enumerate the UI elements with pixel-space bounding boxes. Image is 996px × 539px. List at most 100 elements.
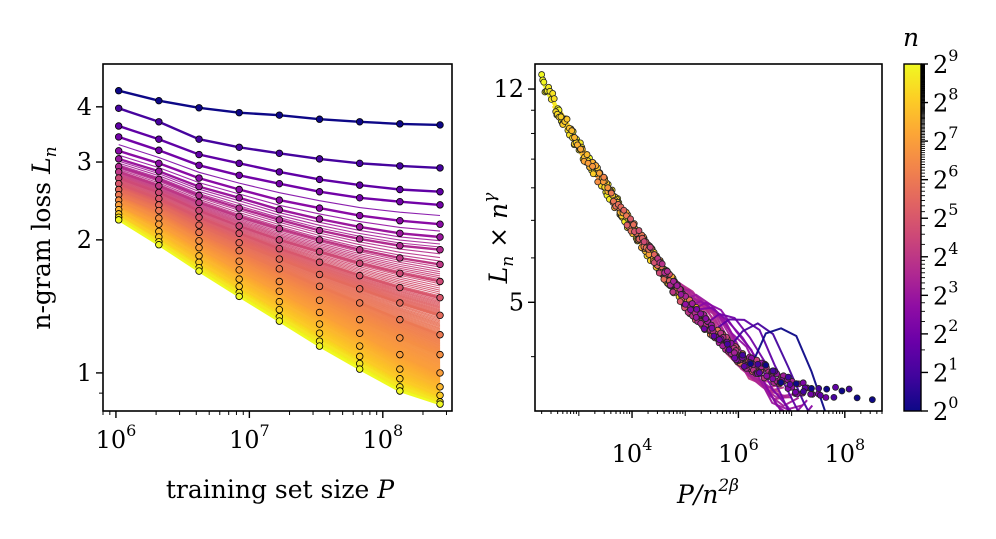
left-y-tick-label: 4 [77, 93, 92, 121]
colorbar-tick-label: 25 [933, 200, 958, 233]
right-data-point [563, 115, 571, 123]
left-y-tick-label: 1 [77, 359, 92, 387]
right-data-point [571, 134, 578, 141]
left-data-point [355, 235, 364, 243]
left-data-point [275, 111, 284, 119]
left-data-point [114, 122, 123, 130]
left-data-point [355, 365, 364, 373]
right-data-point [635, 227, 643, 234]
left-data-point [436, 233, 444, 241]
left-data-point [436, 121, 444, 129]
left-data-point [355, 299, 364, 307]
right-data-point [687, 306, 695, 314]
right-data-point [538, 71, 546, 78]
left-data-point [155, 214, 163, 222]
left-data-point [315, 226, 324, 235]
right-data-point [677, 291, 685, 298]
right-data-point [623, 221, 631, 229]
right-data-point [595, 169, 603, 177]
left-data-point [275, 224, 284, 233]
left-data-point [275, 216, 284, 224]
right-data-point [594, 178, 602, 186]
left-data-point [195, 244, 203, 252]
right-data-point [823, 385, 831, 393]
left-data-point [195, 174, 203, 182]
right-data-point [630, 221, 637, 229]
left-data-point [315, 270, 324, 279]
right-data-point [786, 380, 794, 388]
left-data-point [355, 329, 364, 337]
right-data-point [589, 162, 596, 170]
left-data-point [195, 198, 203, 207]
colorbar-tick-label: 27 [933, 123, 958, 156]
left-data-point [315, 329, 324, 337]
right-data-point [568, 127, 576, 135]
left-data-point [275, 196, 284, 204]
left-data-point [235, 266, 243, 274]
left-data-point [235, 143, 243, 151]
left-x-tick-label: 107 [229, 421, 270, 454]
colorbar-tick-label: 22 [933, 316, 958, 349]
right-data-point [762, 361, 770, 369]
left-data-point [155, 194, 163, 203]
left-data-point [315, 248, 324, 256]
left-data-point [155, 175, 163, 184]
left-data-point [315, 342, 324, 350]
left-data-point [235, 222, 243, 230]
left-x-tick-label: 108 [362, 421, 403, 454]
right-axes-frame [534, 63, 883, 412]
left-data-point [155, 188, 163, 197]
left-data-point [436, 400, 444, 408]
right-data-point [747, 360, 755, 368]
left-data-point [436, 188, 444, 196]
right-data-point [640, 238, 648, 246]
left-data-point [396, 229, 404, 237]
left-data-point [155, 182, 163, 190]
right-x-ticks: 104 106 108 [541, 411, 883, 468]
right-data-point [550, 95, 558, 103]
left-data-point [235, 212, 243, 221]
left-panel: 106 107 108 1 2 3 4 training set size P n-gra… [27, 63, 453, 504]
right-data-point [540, 78, 548, 86]
right-x-tick-label: 106 [718, 435, 759, 468]
left-data-point [114, 87, 123, 95]
left-data-point [436, 391, 444, 399]
left-data-point [355, 223, 364, 231]
right-data-point [682, 300, 689, 308]
right-data-point [577, 145, 585, 153]
right-data-point [697, 319, 705, 327]
left-data-point [315, 320, 324, 328]
left-data-point [396, 387, 404, 395]
left-x-tick-label: 106 [96, 421, 137, 454]
left-data-point [436, 293, 444, 302]
left-data-point [235, 171, 243, 179]
right-data-point [815, 385, 823, 392]
left-data-point [275, 265, 284, 273]
left-data-point [396, 162, 404, 170]
left-data-point [195, 150, 203, 159]
left-data-point [355, 118, 364, 126]
right-data-point [557, 113, 565, 121]
colorbar-tick-label: 24 [933, 239, 958, 272]
left-data-point [396, 254, 404, 262]
left-interp-line [118, 154, 441, 232]
left-data-point [315, 155, 324, 163]
right-x-axis-label: P/n2β [676, 476, 739, 509]
left-interp-line [118, 180, 441, 291]
right-data-point [669, 288, 677, 296]
left-data-point [396, 315, 404, 324]
left-data-point [195, 191, 203, 200]
left-data-point [235, 239, 243, 247]
right-data-point [607, 189, 615, 197]
right-data-point [822, 394, 830, 401]
left-data-point [396, 242, 404, 250]
left-data-point [235, 292, 243, 301]
left-x-ticks: 106 107 108 [96, 411, 447, 454]
left-interp-line [118, 173, 441, 273]
right-data-point [830, 393, 838, 401]
left-data-point [195, 135, 203, 143]
left-data-point [275, 168, 284, 176]
left-data-point [275, 306, 284, 314]
left-data-point [155, 159, 163, 168]
